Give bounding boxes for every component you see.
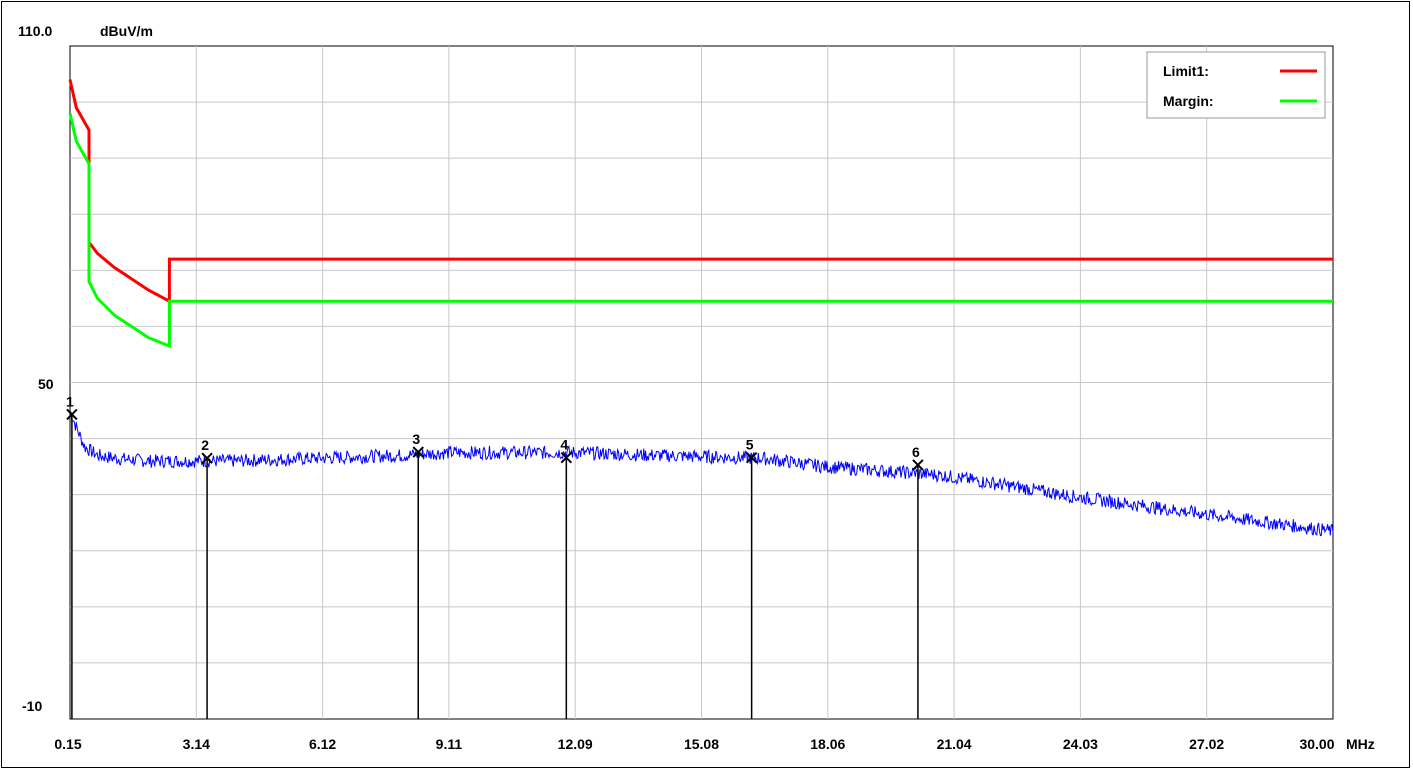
marker-label: 1 — [66, 393, 74, 409]
marker-label: 3 — [412, 431, 420, 447]
marker-label: 5 — [746, 437, 754, 453]
x-tick-label: 0.15 — [54, 736, 81, 752]
marker-x — [560, 451, 573, 464]
y-axis-unit-label: dBuV/m — [100, 23, 153, 39]
marker-label: 4 — [560, 437, 568, 453]
marker-x — [201, 452, 213, 464]
legend-label: Margin: — [1163, 93, 1214, 109]
x-tick-label: 18.06 — [810, 736, 845, 752]
y-tick-label: 50 — [38, 376, 54, 392]
y-axis-max-label: 110.0 — [18, 23, 52, 39]
x-tick-label: 21.04 — [937, 736, 972, 752]
x-tick-label: 9.11 — [436, 736, 463, 752]
legend-box — [1146, 51, 1326, 119]
x-axis-unit-label: MHz — [1346, 736, 1375, 752]
marker-label: 2 — [201, 437, 209, 453]
x-tick-label: 15.08 — [684, 736, 719, 752]
limit-line — [68, 79, 1333, 304]
x-tick-label: 12.09 — [558, 736, 593, 752]
x-tick-label: 6.12 — [309, 736, 336, 752]
marker-x — [66, 408, 78, 421]
x-tick-label: 3.14 — [183, 736, 210, 752]
measurement-trace — [69, 410, 1334, 537]
x-tick-label: 30.00 — [1299, 736, 1334, 752]
x-tick-label: 24.03 — [1063, 736, 1098, 752]
x-tick-label: 27.02 — [1189, 736, 1224, 752]
legend-label: Limit1: — [1163, 63, 1209, 79]
marker-x — [412, 446, 424, 458]
marker-x — [912, 459, 924, 471]
marker-label: 6 — [912, 444, 920, 460]
marker-x — [745, 451, 758, 464]
y-tick-label: -10 — [22, 698, 42, 714]
margin-line — [68, 112, 1333, 349]
